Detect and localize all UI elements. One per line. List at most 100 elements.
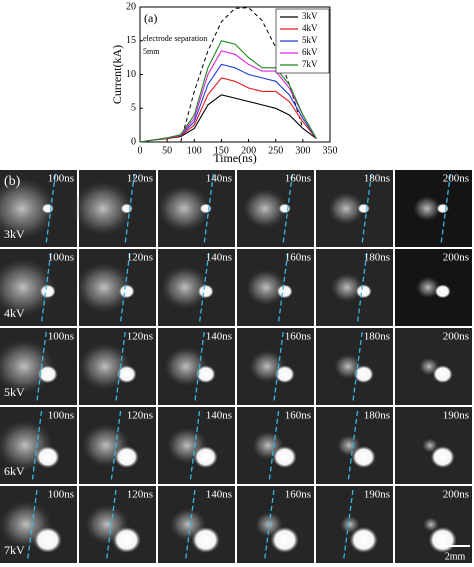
- row-label: 3kV: [4, 227, 25, 241]
- y-tick-label: 20: [126, 1, 136, 12]
- front-marker: [40, 252, 52, 323]
- panel-label: (b): [4, 174, 21, 189]
- electrode-blob: [33, 526, 62, 553]
- front-marker: [268, 410, 280, 481]
- front-marker: [277, 252, 289, 323]
- front-marker: [203, 173, 215, 244]
- front-marker: [115, 331, 126, 402]
- time-label: 190ns: [443, 410, 469, 422]
- image-cell: 200ns: [395, 328, 472, 405]
- front-marker: [273, 331, 284, 402]
- image-cell: 120ns: [79, 486, 156, 563]
- y-tick-label: 0: [131, 136, 136, 147]
- front-marker: [343, 489, 354, 560]
- electrode-blob: [41, 203, 54, 214]
- electrode-blob: [353, 365, 374, 384]
- image-cell: 180ns: [316, 328, 393, 405]
- image-cell: 120ns: [79, 328, 156, 405]
- legend-label: 3kV: [302, 11, 318, 21]
- x-tick-label: 100: [187, 145, 202, 156]
- y-tick-label: 10: [126, 69, 136, 80]
- scale-bar-label: 2mm: [445, 551, 466, 562]
- time-label: 160ns: [285, 410, 311, 422]
- electrode-blob: [37, 365, 58, 384]
- front-marker: [440, 173, 452, 244]
- time-label: 180ns: [364, 410, 390, 422]
- image-cell: 100ns: [0, 249, 77, 326]
- electrode-blob: [430, 446, 455, 469]
- series-line: [139, 40, 317, 143]
- image-cell: 180ns: [316, 170, 393, 247]
- front-marker: [119, 252, 131, 323]
- time-label: 100ns: [48, 489, 74, 501]
- x-tick-label: 350: [323, 145, 338, 156]
- time-label: 140ns: [206, 410, 232, 422]
- front-marker: [45, 173, 57, 244]
- image-cell: 140ns: [158, 486, 235, 563]
- electrode-blob: [357, 203, 370, 214]
- image-cell: 190ns: [316, 486, 393, 563]
- discharge-glow: [73, 181, 133, 236]
- electrode-blob: [191, 526, 220, 553]
- electrode-blob: [272, 446, 297, 469]
- electrode-blob: [35, 446, 60, 469]
- time-label: 100ns: [48, 331, 74, 343]
- front-marker: [347, 410, 359, 481]
- x-tick-label: 200: [241, 145, 256, 156]
- image-cell: 140ns: [158, 249, 235, 326]
- row-label: 7kV: [4, 543, 25, 557]
- discharge-glow: [340, 515, 360, 534]
- row-label: 6kV: [4, 464, 25, 478]
- image-cell: 140ns: [158, 170, 235, 247]
- front-marker: [264, 489, 275, 560]
- time-label: 140ns: [206, 331, 232, 343]
- electrode-blob: [197, 284, 214, 299]
- front-marker: [198, 252, 210, 323]
- image-cell: 180ns: [316, 249, 393, 326]
- front-marker: [27, 489, 38, 560]
- reference-curve: [180, 7, 304, 143]
- x-tick-label: 50: [162, 145, 172, 156]
- time-label: 100ns: [48, 173, 74, 185]
- front-marker: [31, 410, 43, 481]
- image-cell: 200ns: [395, 170, 472, 247]
- annotation: electrode separation: [143, 34, 207, 43]
- image-cell: 200ns: [395, 486, 472, 563]
- front-marker: [356, 252, 368, 323]
- time-label: 200ns: [443, 252, 469, 264]
- image-cell: 100ns: [0, 328, 77, 405]
- y-axis-label: Current(kA): [110, 45, 124, 104]
- time-label: 160ns: [285, 252, 311, 264]
- electrode-blob: [118, 284, 135, 299]
- image-cell: 180ns: [316, 407, 393, 484]
- series-line: [139, 77, 317, 143]
- electrode-blob: [434, 284, 451, 299]
- electrode-blob: [351, 446, 376, 469]
- time-label: 100ns: [48, 252, 74, 264]
- image-cell: 120ns: [79, 407, 156, 484]
- electrode-blob: [199, 203, 212, 214]
- image-cell: 160ns: [237, 328, 314, 405]
- discharge-glow: [76, 262, 132, 313]
- time-label: 180ns: [364, 331, 390, 343]
- electrode-blob: [116, 365, 137, 384]
- electrode-blob: [278, 203, 291, 214]
- time-label: 160ns: [285, 331, 311, 343]
- electrode-blob: [355, 284, 372, 299]
- row-label: 4kV: [4, 306, 25, 320]
- panel-label: (a): [144, 11, 157, 25]
- discharge-glow: [158, 185, 210, 232]
- electrode-blob: [39, 284, 56, 299]
- annotation: 5mm: [143, 47, 160, 56]
- time-label: 120ns: [127, 489, 153, 501]
- front-marker: [185, 489, 196, 560]
- front-marker: [124, 173, 136, 244]
- electrode-blob: [436, 203, 449, 214]
- discharge-glow: [161, 265, 209, 310]
- time-label: 180ns: [364, 173, 390, 185]
- time-label: 200ns: [443, 331, 469, 343]
- discharge-glow: [423, 517, 439, 532]
- image-cell: 200ns: [395, 249, 472, 326]
- time-label: 140ns: [206, 489, 232, 501]
